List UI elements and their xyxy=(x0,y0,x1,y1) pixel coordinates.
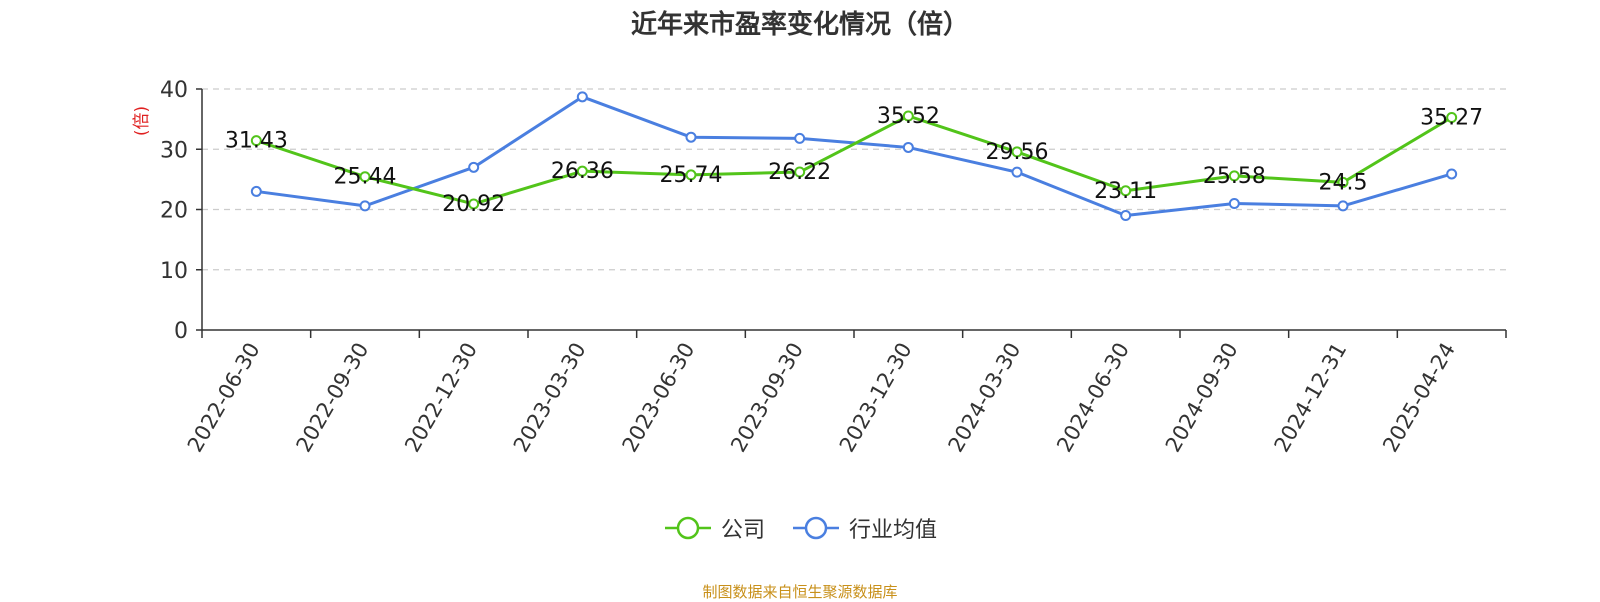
x-tick-label: 2022-12-30 xyxy=(400,339,482,457)
data-label-company: 25.44 xyxy=(334,165,397,190)
x-tick-label: 2022-06-30 xyxy=(183,339,265,457)
data-point-industry xyxy=(1011,166,1023,178)
data-label-company: 24.5 xyxy=(1319,170,1368,195)
x-tick-label: 2024-12-31 xyxy=(1270,339,1352,457)
legend-company-marker-icon xyxy=(664,516,711,540)
y-tick-label: 20 xyxy=(160,199,188,224)
series-line-company xyxy=(255,114,1453,206)
legend-label-company: 公司 xyxy=(720,518,765,543)
x-tick-label: 2023-09-30 xyxy=(726,339,808,457)
series-lines xyxy=(250,91,1458,222)
data-point-company xyxy=(685,169,697,181)
x-tick-label: 2024-09-30 xyxy=(1161,339,1243,457)
data-label-company: 25.74 xyxy=(660,163,723,188)
chart-title: 近年来市盈率变化情况（倍） xyxy=(630,10,969,40)
axes: 0 10 20 30 40 (倍) 2022-06-30 2022-09-30 2022-12-… xyxy=(132,78,1507,457)
data-point-industry xyxy=(1337,200,1349,212)
data-point-company xyxy=(1011,146,1023,158)
legend-industry-marker-icon xyxy=(793,516,839,540)
source-note: 制图数据来自恒生聚源数据库 xyxy=(702,583,898,601)
x-tick-label: 2024-06-30 xyxy=(1052,339,1134,457)
data-point-company xyxy=(902,110,914,122)
data-label-company: 26.22 xyxy=(768,160,831,185)
legend-item-company[interactable]: 公司 xyxy=(663,512,765,544)
data-point-industry xyxy=(250,185,262,197)
data-point-industry xyxy=(1228,197,1240,209)
x-tick-label: 2024-03-30 xyxy=(944,339,1026,457)
data-point-industry xyxy=(359,200,371,212)
legend: 公司 行业均值 xyxy=(0,510,1600,546)
x-tick-label: 2022-09-30 xyxy=(292,339,374,457)
data-point-company xyxy=(250,135,262,147)
data-label-company: 35.27 xyxy=(1420,105,1483,130)
y-tick-label: 30 xyxy=(160,138,188,163)
y-tick-label: 0 xyxy=(174,319,188,344)
x-tick-label: 2023-03-30 xyxy=(509,339,591,457)
data-label-company: 23.11 xyxy=(1094,179,1157,204)
data-point-company xyxy=(1337,176,1349,188)
data-label-company: 35.52 xyxy=(877,104,940,129)
data-point-company xyxy=(468,198,480,210)
y-axis-label: (倍) xyxy=(132,106,152,136)
series-line-industry xyxy=(256,95,1453,218)
data-point-company xyxy=(359,171,371,183)
y-tick-label: 40 xyxy=(160,78,188,103)
data-point-industry xyxy=(468,161,480,173)
legend-label-industry: 行业均值 xyxy=(849,518,938,543)
data-labels: 31.43 25.44 20.92 26.36 25.74 26.22 35.52 29.56… xyxy=(225,104,1483,217)
data-point-company xyxy=(794,166,806,178)
data-point-industry xyxy=(1446,168,1458,180)
data-label-company: 31.43 xyxy=(225,129,288,154)
data-label-company: 26.36 xyxy=(551,159,614,184)
data-point-industry xyxy=(685,131,697,143)
legend-item-industry[interactable]: 行业均值 xyxy=(791,512,937,544)
data-point-company xyxy=(1228,170,1240,182)
data-label-company: 20.92 xyxy=(442,192,505,217)
x-tick-label: 2025-04-24 xyxy=(1378,339,1460,457)
x-tick-label: 2023-06-30 xyxy=(618,339,700,457)
grid-lines xyxy=(202,88,1506,271)
data-point-company xyxy=(1120,185,1132,197)
data-label-company: 25.58 xyxy=(1203,164,1266,189)
data-point-company xyxy=(576,165,588,177)
data-point-industry xyxy=(902,141,914,153)
data-point-industry xyxy=(794,132,806,144)
y-tick-label: 10 xyxy=(160,259,188,284)
data-point-company xyxy=(1446,111,1458,123)
data-label-company: 29.56 xyxy=(986,140,1049,165)
data-point-industry xyxy=(576,91,588,103)
data-point-industry xyxy=(1120,210,1132,222)
x-tick-label: 2023-12-30 xyxy=(835,339,917,457)
